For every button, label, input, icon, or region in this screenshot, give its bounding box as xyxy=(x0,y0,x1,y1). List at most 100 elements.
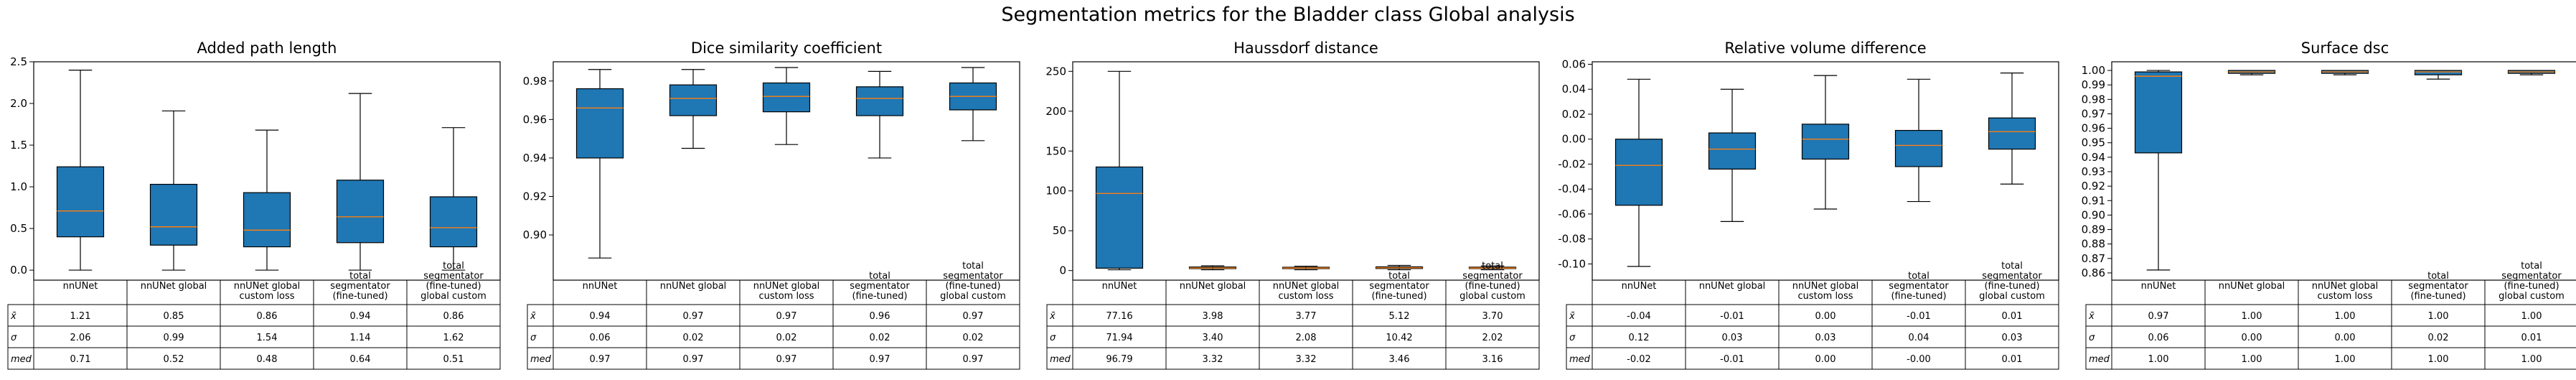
y-tick-label: 0.06 xyxy=(1562,57,1586,70)
column-header: nnUNet xyxy=(1102,281,1137,292)
column-header-line: total xyxy=(349,271,371,282)
box-body xyxy=(575,88,624,159)
table-cell-value: 3.98 xyxy=(1203,311,1223,322)
table-cell-value: 0.97 xyxy=(2148,311,2169,322)
box-2 xyxy=(2227,70,2276,75)
subplot-3: Haussdorf distance 0 50 100 150 200 250 nnUNet n… xyxy=(1045,40,1540,370)
table-cell-value: 3.32 xyxy=(1203,354,1223,365)
table-cell-value: 0.94 xyxy=(590,311,611,322)
table-cell-value: 0.97 xyxy=(963,311,984,322)
column-header-line: total xyxy=(1482,261,1503,272)
column-header: total segmentator (fine-tuned) global custo… xyxy=(2499,261,2565,302)
table-cell-value: 0.86 xyxy=(443,311,464,322)
y-tick-label: 0.89 xyxy=(2082,223,2105,236)
table-cell-value: 0.04 xyxy=(1909,333,1929,343)
column-header-line: nnUNet xyxy=(583,281,618,292)
column-header: total segmentator (fine-tuned) xyxy=(1369,271,1429,302)
y-tick-label: 1.00 xyxy=(2082,64,2105,77)
column-header-line: nnUNet global xyxy=(660,281,727,292)
column-header-line: nnUNet global xyxy=(1180,281,1246,292)
subplot-1: Added path length 0.0 0.5 1.0 1.5 2.0 2.5 nnUNe… xyxy=(7,40,501,370)
table-cell-value: 0.85 xyxy=(164,311,184,322)
stats-table: nnUNet nnUNet global nnUNet global custom l… xyxy=(1046,261,1540,370)
column-header-line: segmentator xyxy=(1889,281,1949,292)
box-5 xyxy=(1468,265,1517,271)
table-cell-value: 0.01 xyxy=(2002,311,2023,322)
table-cell-value: 3.70 xyxy=(1482,311,1503,322)
column-header-line: (fine-tuned) xyxy=(2504,281,2559,292)
box-1 xyxy=(575,69,624,259)
box-body xyxy=(1988,117,2036,150)
row-label: σ xyxy=(1050,333,1056,343)
column-header-line: total xyxy=(2427,271,2449,282)
box-body xyxy=(762,82,811,113)
box-body xyxy=(1614,139,1663,206)
y-tick-label: 0.92 xyxy=(2082,180,2105,193)
subplot-5: Surface dsc 0.86 0.870.88 0.89 0.900.910.92 0… xyxy=(2082,40,2576,370)
column-header-line: custom loss xyxy=(1797,291,1853,302)
column-header: nnUNet global xyxy=(1699,281,1766,292)
table-cell-value: 0.01 xyxy=(2521,333,2542,343)
column-header-line: (fine-tuned) xyxy=(1371,291,1426,302)
column-header-line: segmentator xyxy=(2408,281,2468,292)
box-body xyxy=(56,166,105,238)
table-cell-value: 2.08 xyxy=(1296,333,1317,343)
column-header-line: segmentator xyxy=(2501,271,2562,282)
stats-table: nnUNet nnUNet global nnUNet global custom l… xyxy=(1566,261,2059,370)
y-tick-label: 0.90 xyxy=(523,228,547,241)
table-cell-value: 0.97 xyxy=(870,354,890,365)
row-label: med xyxy=(1569,354,1591,365)
table-cell-value: 0.02 xyxy=(776,333,797,343)
column-header: nnUNet xyxy=(63,281,98,292)
column-header-line: custom loss xyxy=(2317,291,2372,302)
column-header-line: total xyxy=(869,271,890,282)
column-header: total segmentator (fine-tuned) global custo… xyxy=(420,261,486,302)
subplot-title: Dice similarity coefficient xyxy=(691,40,882,57)
column-header-line: custom loss xyxy=(239,291,294,302)
figure-title: Segmentation metrics for the Bladder cla… xyxy=(1001,4,1575,26)
box-1 xyxy=(1095,70,1144,271)
column-header-line: (fine-tuned) xyxy=(945,281,1000,292)
y-tick-label: 0.87 xyxy=(2082,252,2105,265)
y-tick-label: 0.95 xyxy=(2082,136,2105,149)
y-tick-label: 0.5 xyxy=(10,222,27,235)
table-cell-value: 0.99 xyxy=(164,333,184,343)
row-label: med xyxy=(530,354,552,365)
table-cell-value: 0.97 xyxy=(590,354,611,365)
table-cell-value: 0.94 xyxy=(350,311,371,322)
box-2 xyxy=(669,69,718,149)
column-header-line: global custom xyxy=(1459,291,1526,302)
table-cell-value: 0.03 xyxy=(2002,333,2023,343)
table-cell-value: 1.00 xyxy=(2521,354,2542,365)
column-header-line: nnUNet global xyxy=(234,281,301,292)
column-header-line: nnUNet xyxy=(63,281,98,292)
table-cell-value: 5.12 xyxy=(1389,311,1410,322)
column-header: total segmentator (fine-tuned) xyxy=(2408,271,2468,302)
column-header: nnUNet global xyxy=(660,281,727,292)
y-tick-label: 0.99 xyxy=(2082,78,2105,91)
table-cell-value: -0.01 xyxy=(1720,354,1744,365)
table-cell-value: -0.00 xyxy=(1907,354,1931,365)
column-header: nnUNet global xyxy=(2219,281,2285,292)
row-label: σ xyxy=(1569,333,1576,343)
y-tick-label: 150 xyxy=(1045,144,1066,157)
row-label: x̄ xyxy=(10,311,17,322)
table-cell-value: 0.96 xyxy=(870,311,890,322)
stats-table: nnUNet nnUNet global nnUNet global custom l… xyxy=(527,261,1020,370)
y-tick-label: 0.97 xyxy=(2082,107,2105,120)
column-header-line: segmentator xyxy=(1369,281,1429,292)
column-header-line: custom loss xyxy=(1278,291,1333,302)
box-3 xyxy=(762,67,811,145)
box-5 xyxy=(949,67,997,142)
stats-table: nnUNet nnUNet global nnUNet global custom l… xyxy=(7,261,501,370)
column-header-line: (fine-tuned) xyxy=(1465,281,1520,292)
row-label: med xyxy=(1050,354,1071,365)
table-cell-value: 77.16 xyxy=(1106,311,1132,322)
subplot-2: Dice similarity coefficient 0.90 0.92 0.94 0… xyxy=(523,40,1020,370)
table-cell-value: -0.01 xyxy=(1720,311,1744,322)
y-tick-label: -0.04 xyxy=(1558,182,1586,195)
table-cell-value: 1.14 xyxy=(350,333,371,343)
y-tick-label: -0.08 xyxy=(1558,233,1586,246)
subplot-title: Surface dsc xyxy=(2301,40,2389,57)
box-1 xyxy=(1614,78,1663,267)
